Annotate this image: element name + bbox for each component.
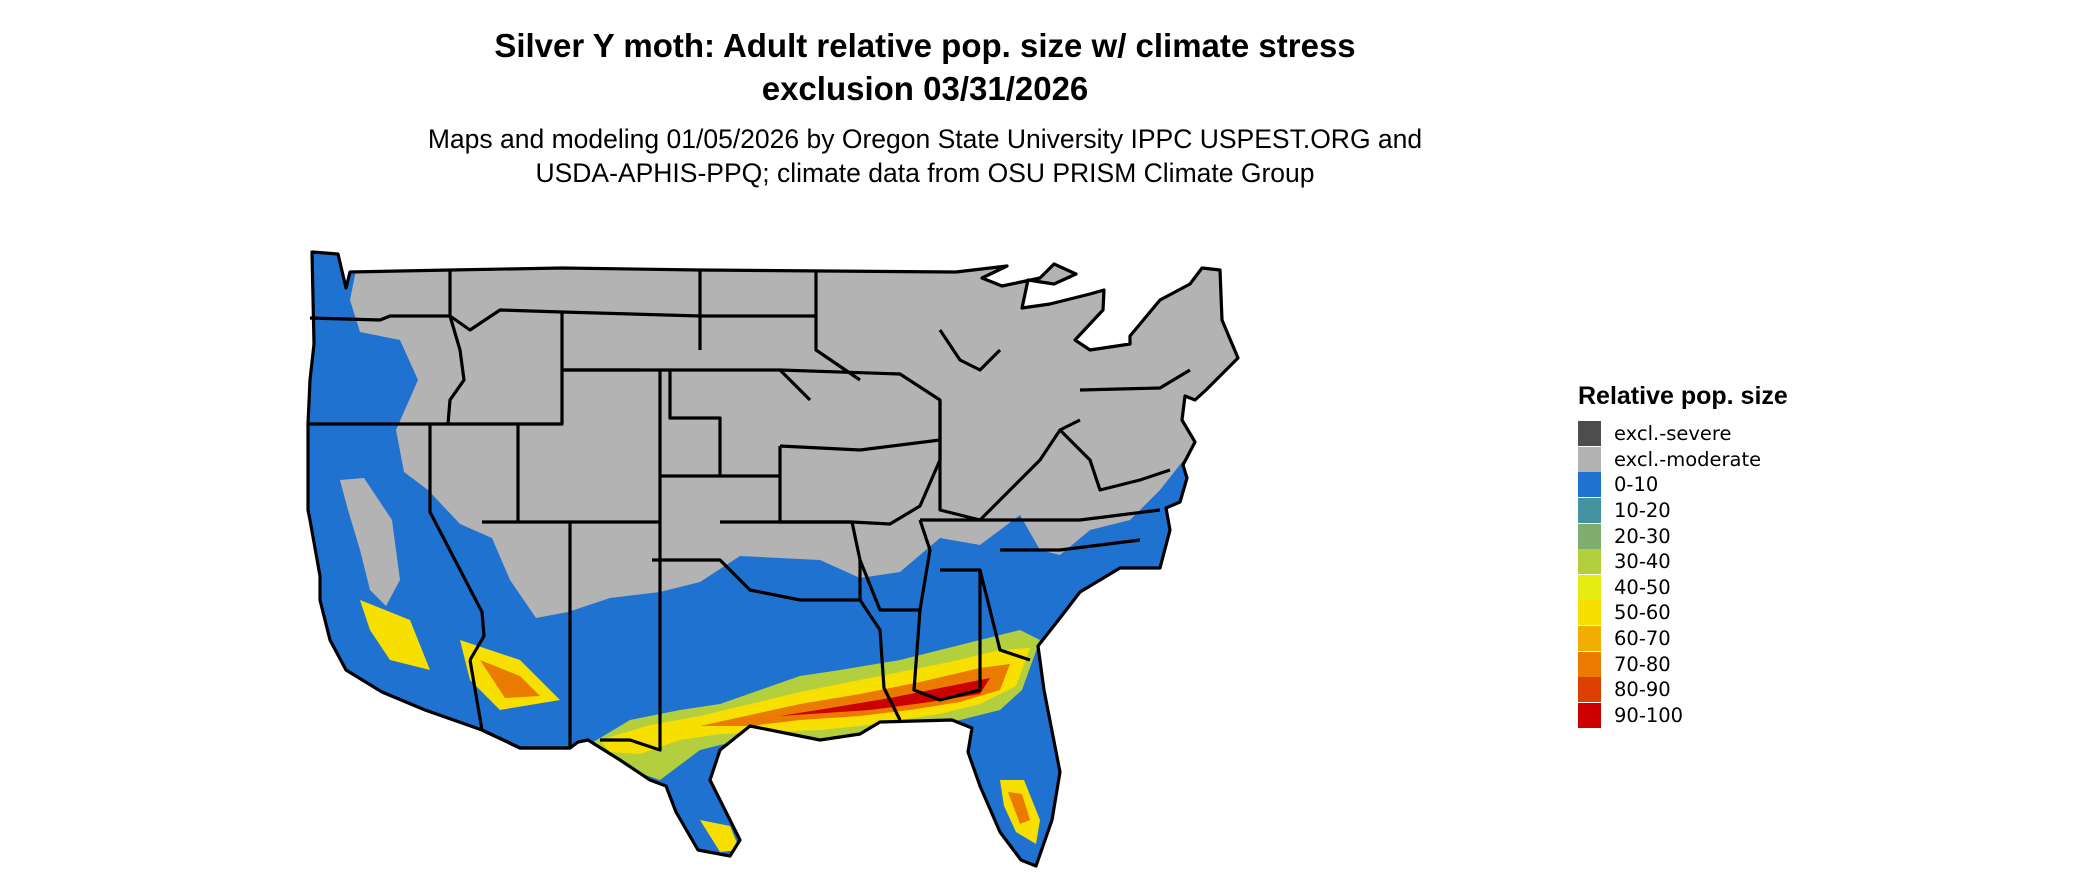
legend-label: 80-90: [1614, 678, 1671, 702]
border-wy-ne: [660, 368, 722, 476]
border-ms-al: [912, 568, 982, 702]
legend-swatch: [1578, 523, 1601, 549]
legend-item: excl.-moderate: [1578, 446, 1788, 473]
legend-title: Relative pop. size: [1578, 382, 1788, 410]
legend-item: 0-10: [1578, 472, 1788, 498]
state-borders: [306, 250, 1240, 868]
legend-item: 40-50: [1578, 574, 1788, 601]
texas-tip: [700, 820, 740, 852]
legend-swatch: [1578, 472, 1601, 498]
legend-item: 60-70: [1578, 626, 1788, 652]
sw-hotspot-c: [480, 660, 540, 698]
legend-label: 30-40: [1614, 550, 1671, 574]
sw-hotspot-a: [360, 600, 430, 670]
legend-label: 40-50: [1614, 575, 1671, 599]
border-id: [446, 270, 466, 425]
gray-patch-washington: [380, 288, 440, 312]
legend-rows: excl.-severe excl.-moderate 0-10 10-20 20-30…: [1578, 421, 1788, 728]
legend-label: 10-20: [1614, 499, 1671, 523]
legend-swatch: [1578, 651, 1601, 677]
legend-item: 90-100: [1578, 702, 1788, 729]
map-subtitle-line1: Maps and modeling 01/05/2026 by Oregon S…: [427, 124, 1423, 154]
map-subtitle-line2: USDA-APHIS-PPQ; climate data from OSU PR…: [535, 158, 1315, 188]
border-va-wv: [1058, 428, 1171, 492]
legend-swatch: [1578, 421, 1601, 447]
legend-label: 60-70: [1614, 627, 1671, 651]
us-outline: [306, 250, 1240, 868]
border-mt-wy: [449, 308, 640, 372]
border-tn-ky: [920, 508, 1161, 522]
border-ga: [978, 569, 1031, 662]
legend-label: 50-60: [1614, 601, 1671, 625]
legend-swatch: [1578, 498, 1601, 524]
legend-swatch: [1578, 677, 1601, 703]
legend: Relative pop. size excl.-severe excl.-mod…: [1578, 382, 1788, 728]
legend-item: 20-30: [1578, 523, 1788, 549]
us-map: [306, 250, 1240, 868]
legend-item: 10-20: [1578, 498, 1788, 524]
legend-label: excl.-moderate: [1614, 447, 1762, 471]
legend-label: 70-80: [1614, 652, 1671, 676]
legend-swatch: [1578, 600, 1601, 626]
map-title-line1: Silver Y moth: Adult relative pop. size …: [494, 27, 1356, 64]
border-ca-nv: [428, 424, 486, 661]
border-ar: [850, 519, 932, 612]
legend-item: 70-80: [1578, 651, 1788, 677]
border-wa-or: [309, 314, 450, 322]
map-title: Silver Y moth: Adult relative pop. size …: [350, 24, 1500, 110]
legend-label: excl.-severe: [1614, 422, 1732, 446]
border-pa-ny: [1079, 368, 1191, 392]
legend-label: 90-100: [1614, 703, 1684, 727]
legend-swatch: [1578, 574, 1601, 600]
border-wi-mi: [938, 329, 1002, 372]
legend-swatch: [1578, 549, 1601, 575]
legend-label: 20-30: [1614, 524, 1671, 548]
legend-item: 50-60: [1578, 600, 1788, 626]
band-70-80: [700, 664, 1010, 726]
border-nc: [1000, 538, 1141, 552]
legend-swatch: [1578, 702, 1601, 728]
legend-item: 30-40: [1578, 549, 1788, 575]
border-nm-tx: [600, 522, 662, 752]
legend-label: 0-10: [1614, 473, 1659, 497]
florida-core: [1008, 792, 1030, 824]
legend-swatch: [1578, 446, 1601, 472]
band-50-60: [600, 648, 1030, 754]
legend-item: excl.-severe: [1578, 421, 1788, 447]
legend-item: 80-90: [1578, 677, 1788, 703]
map-subtitle: Maps and modeling 01/05/2026 by Oregon S…: [350, 122, 1500, 190]
border-tx-la: [858, 599, 902, 721]
border-mn: [814, 272, 861, 382]
border-ok-tx: [652, 558, 862, 602]
border-dakotas: [561, 310, 816, 318]
map-title-line2: exclusion 03/31/2026: [761, 70, 1089, 107]
border-az: [468, 520, 572, 750]
gray-patch-california: [340, 478, 400, 606]
legend-swatch: [1578, 626, 1601, 652]
